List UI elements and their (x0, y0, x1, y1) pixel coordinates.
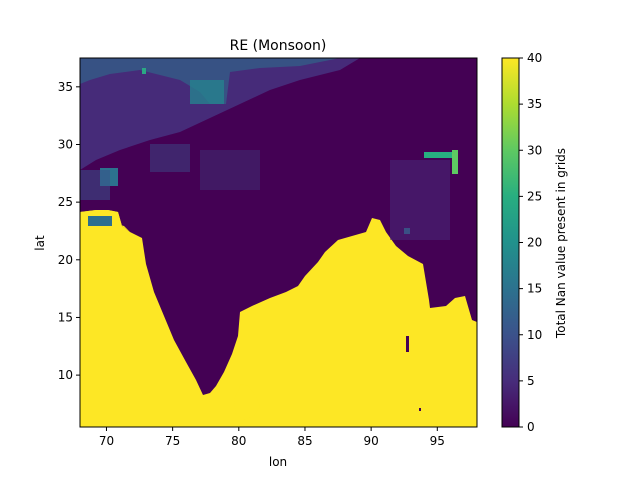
teal-patch-a (190, 80, 224, 104)
y-axis: 10 15 20 25 30 35 (58, 80, 80, 382)
plot-frame (79, 57, 478, 428)
colorbar-ticks: 0 5 10 15 20 25 30 35 40 (519, 51, 542, 434)
scatter-cells-c (200, 150, 260, 190)
y-tick-label: 10 (58, 368, 73, 382)
x-tick-label: 95 (430, 434, 445, 448)
colorbar-label: Total Nan value present in grids (554, 148, 568, 339)
chart-title: RE (Monsoon) (230, 38, 327, 54)
northeast-patch-b (452, 150, 458, 174)
x-tick-label: 80 (231, 434, 246, 448)
scatter-cells-a (150, 144, 190, 172)
andaman-speck-b (419, 408, 421, 411)
heatmap-area (80, 58, 477, 427)
colorbar-tick-label: 5 (527, 374, 535, 388)
colorbar (501, 57, 520, 428)
x-axis: 70 75 80 85 90 95 (99, 427, 445, 448)
himalaya-patch (80, 58, 360, 170)
sri-lanka-cells (234, 384, 260, 420)
y-tick-label: 20 (58, 253, 73, 267)
teal-patch-c (142, 68, 146, 74)
land-cells (80, 58, 477, 395)
y-axis-label: lat (33, 235, 47, 251)
colorbar-tick-label: 10 (527, 328, 542, 342)
colorbar-tick-label: 30 (527, 143, 542, 157)
x-tick-label: 90 (363, 434, 378, 448)
x-tick-label: 85 (297, 434, 312, 448)
east-shade (390, 160, 450, 240)
x-tick-label: 70 (99, 434, 114, 448)
kutch-patch (88, 216, 112, 226)
colorbar-tick-label: 0 (527, 420, 535, 434)
y-tick-label: 15 (58, 310, 73, 324)
y-tick-label: 25 (58, 195, 73, 209)
colorbar-tick-label: 25 (527, 189, 542, 203)
x-tick-label: 75 (165, 434, 180, 448)
scatter-cells-b (80, 170, 110, 200)
y-tick-label: 30 (58, 137, 73, 151)
northeast-patch (424, 152, 458, 158)
colorbar-tick-label: 15 (527, 282, 542, 296)
x-axis-label: lon (269, 455, 287, 469)
colorbar-tick-label: 40 (527, 51, 542, 65)
y-tick-label: 35 (58, 80, 73, 94)
colorbar-tick-label: 20 (527, 236, 542, 250)
colorbar-tick-label: 35 (527, 97, 542, 111)
andaman-speck-a (406, 336, 409, 352)
